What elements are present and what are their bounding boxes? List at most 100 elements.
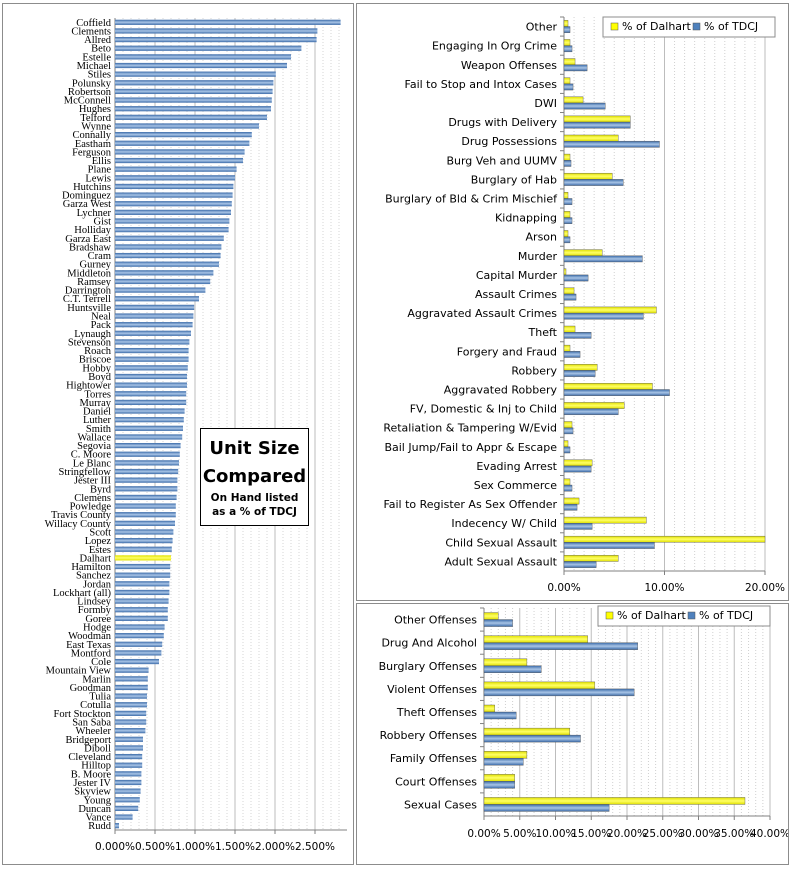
bar-young (115, 797, 140, 803)
offense-groups-panel: Other Offenses Drug And Alcohol Burglary O… (356, 603, 789, 865)
category-label-clemens: Clemens (74, 493, 111, 504)
bar-torres (115, 391, 187, 397)
category-label-kidnapping: Kidnapping (495, 212, 557, 225)
category-label-arson: Arson (526, 231, 558, 244)
bar-montford (115, 650, 162, 656)
bar-lopez (115, 538, 173, 544)
category-label-darrington: Darrington (65, 286, 112, 297)
category-label-boyd: Boyd (88, 372, 112, 383)
bar-of-dalhart-violent-offenses (483, 681, 596, 690)
category-label-diboll: Diboll (84, 743, 111, 754)
bar-of-tdcj-assault-crimes (563, 293, 577, 301)
bar-of-tdcj-family-offenses (483, 758, 524, 766)
bar-east-texas (115, 641, 163, 647)
category-label-allred: Allred (84, 35, 112, 46)
category-label-wynne: Wynne (81, 121, 111, 132)
bar-huntsville (115, 304, 195, 310)
category-label-marlin: Marlin (82, 674, 111, 685)
category-label-pack: Pack (91, 320, 112, 331)
bar-woodman (115, 633, 164, 639)
bar-byrd (115, 486, 178, 492)
bar-hightower (115, 382, 187, 388)
bar-dalhart (115, 555, 171, 561)
bar-lockhart-all (115, 589, 170, 596)
category-label-michael: Michael (77, 61, 111, 72)
bar-of-dalhart-aggravated-assault-crimes (563, 306, 657, 314)
bar-hodge (115, 624, 165, 630)
bar-garza-west (115, 201, 232, 207)
bar-darrington (115, 287, 206, 293)
bar-eastham (115, 140, 250, 146)
bar-hutchins (115, 183, 234, 190)
x-tick-label: 0.500% (135, 841, 175, 853)
category-label-ellis: Ellis (92, 156, 111, 167)
bar-of-tdcj-fv-domestic-inj-to-child (563, 408, 619, 416)
bar-of-dalhart-dwi (563, 96, 584, 104)
category-label-adult-sexual-assault: Adult Sexual Assault (444, 555, 557, 568)
bar-of-tdcj-court-offenses (483, 781, 515, 789)
category-label-mcconnell: McConnell (64, 96, 111, 107)
bar-roach (115, 347, 189, 354)
offense-detail-panel: Other Engaging In Org Crime Weapon Offense… (356, 3, 789, 601)
offense-detail-chart: Other Engaging In Org Crime Weapon Offense… (383, 16, 785, 594)
category-label-montford: Montford (71, 648, 112, 659)
bar-of-dalhart-burglary-of-bld-crim-mischief (563, 192, 569, 199)
bar-bridgeport (115, 736, 143, 742)
bar-of-tdcj-dwi (563, 102, 606, 110)
category-label-ramsey: Ramsey (77, 277, 112, 288)
category-label-mountain-view: Mountain View (46, 666, 112, 677)
bar-briscoe (115, 356, 189, 362)
category-label-ferguson: Ferguson (72, 147, 112, 158)
category-label-goodman: Goodman (70, 683, 112, 694)
category-label-robbery: Robbery (511, 364, 557, 377)
category-label-travis-county: Travis County (51, 510, 112, 521)
bar-cole (115, 658, 159, 665)
bar-of-dalhart-fail-to-register-as-sex-offender (563, 497, 580, 505)
bar-of-dalhart-evading-arrest (563, 459, 593, 467)
bar-of-tdcj-robbery (563, 370, 596, 377)
category-label-lindsey: Lindsey (77, 597, 112, 608)
category-label-burglary-of-bld-crim-mischief: Burglary of Bld & Crim Mischief (385, 192, 558, 205)
category-label-goree: Goree (85, 614, 111, 625)
category-label-briscoe: Briscoe (79, 355, 111, 366)
category-label-dalhart: Dalhart (80, 553, 112, 564)
callout-note-line1: On Hand listed (210, 492, 299, 504)
category-label-assault-crimes: Assault Crimes (475, 288, 557, 301)
bar-lynaugh (115, 330, 191, 336)
category-label-cram: Cram (88, 251, 111, 262)
category-label-retaliation-tampering-w-evid: Retaliation & Tampering W/Evid (383, 422, 557, 435)
category-label-evading-arrest: Evading Arrest (476, 460, 557, 473)
legend-swatch-of-dalhart (610, 22, 619, 31)
bar-diboll (115, 745, 143, 751)
bar-wynne (115, 123, 259, 129)
legend-label-of-tdcj: % of TDCJ (699, 609, 753, 622)
category-label-burg-veh-and-uumv: Burg Veh and UUMV (446, 154, 557, 167)
x-tick-label: 15.00% (571, 828, 611, 840)
bar-goree (115, 615, 168, 621)
category-label-hamilton: Hamilton (71, 562, 111, 573)
bar-of-tdcj-drug-and-alcohol (483, 642, 638, 650)
bar-of-tdcj-adult-sexual-assault (563, 561, 597, 568)
bar-of-dalhart-burglary-offenses (483, 658, 528, 666)
bar-of-tdcj-aggravated-robbery (563, 389, 670, 396)
x-tick-label: 1.500% (215, 841, 255, 853)
bar-of-dalhart-fv-domestic-inj-to-child (563, 402, 625, 409)
category-label-fail-to-register-as-sex-offender: Fail to Register As Sex Offender (383, 498, 557, 511)
x-tick-label: 0.00% (467, 828, 500, 840)
category-label-drug-possessions: Drug Possessions (461, 135, 557, 148)
x-tick-label: 10.00% (644, 582, 684, 594)
x-tick-label: 10.00% (535, 828, 575, 840)
bar-of-dalhart-robbery-offenses (483, 727, 571, 736)
legend-box (602, 16, 776, 38)
category-label-lockhart-all: Lockhart (all) (53, 588, 112, 599)
bar-cram (115, 252, 221, 259)
bar-hughes (115, 106, 271, 112)
bar-of-dalhart-theft-offenses (483, 704, 495, 713)
bar-lindsey (115, 598, 169, 604)
category-label-burglary-offenses: Burglary Offenses (379, 660, 478, 673)
bar-skyview (115, 788, 141, 794)
category-label-clements: Clements (71, 26, 111, 37)
category-label-torres: Torres (84, 389, 111, 400)
category-label-bradshaw: Bradshaw (69, 242, 111, 253)
bar-c-moore (115, 451, 180, 457)
